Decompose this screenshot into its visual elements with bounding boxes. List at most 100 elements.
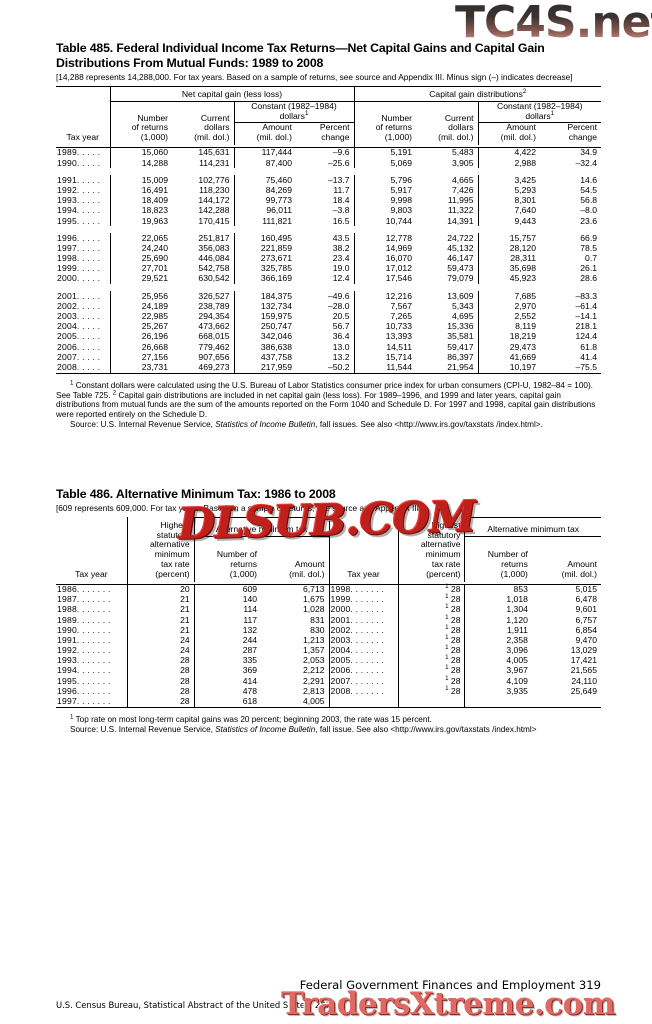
table-cell: 111,821 (233, 216, 296, 227)
table-486-group-header-left: Alternative minimum tax (193, 520, 330, 538)
table-cell: 118,230 (199, 184, 230, 195)
table-cell: 41.4 (580, 351, 597, 362)
table-cell: 66.9 (580, 232, 597, 243)
table-cell: 25,956 (109, 291, 172, 302)
table-485-col-header-7: Percent change (567, 122, 597, 143)
table-cell-returns: 3,096 (464, 645, 532, 656)
table-cell-amount: 1,357 (303, 645, 325, 656)
table-cell: 11,544 (353, 362, 416, 374)
table-row-year: 2005. . . . . . . (328, 655, 399, 667)
table-cell: 238,789 (198, 300, 230, 311)
table-cell-returns: 3,935 (464, 686, 532, 697)
table-row-year: 1994. . . . . (57, 205, 101, 216)
table-cell: 4,665 (451, 174, 474, 185)
table-cell: 10,733 (353, 321, 416, 332)
table-row: 2003. . . . . 22,985 294,354 159,975 20.5 7,2… (56, 311, 601, 322)
table-cell-rate: 28 (126, 676, 195, 687)
table-cell: 75,460 (233, 175, 296, 186)
table-cell: –49.6 (327, 290, 350, 301)
table-cell-amount: 13,029 (570, 645, 597, 656)
table-cell: 56.7 (332, 321, 350, 332)
table-row-year: 1991. . . . . (57, 174, 101, 185)
table-cell: 102,776 (198, 174, 230, 185)
table-cell: 16.5 (332, 215, 350, 226)
table-cell: 21,954 (447, 361, 474, 372)
table-row: 1991. . . . . 15,009 102,776 75,460 –13.7 5,7… (56, 174, 601, 186)
table-row: 2005. . . . . 26,196 668,015 342,046 36.4 13,… (56, 331, 601, 343)
table-cell: 29,473 (477, 342, 540, 353)
table-cell-amount: 6,478 (575, 594, 597, 605)
table-cell-amount: 9,601 (575, 604, 597, 615)
table-485-headnote: [14,288 represents 14,288,000. For tax y… (56, 72, 573, 83)
table-cell: 14,969 (353, 243, 416, 254)
table-row: 1996. . . . . . . 28 478 2,813 2008. . . . .… (56, 685, 601, 697)
table-cell-rate: 20 (126, 584, 195, 595)
table-cell-rate: 1 28 (397, 594, 465, 605)
table-cell-rate: 21 (126, 604, 195, 616)
table-cell: 16,070 (353, 253, 416, 264)
table-486-group-header-right: Alternative minimum tax (464, 520, 601, 538)
table-486-col-header-returns-right: Number of returns (1,000) (464, 536, 532, 582)
table-486: Tax year Highest statutory alternative m… (56, 516, 601, 711)
table-row: 1988. . . . . . . 21 114 1,028 2000. . . . .… (56, 604, 601, 616)
table-cell: 78.5 (580, 242, 597, 253)
table-cell: 14.6 (580, 174, 597, 185)
table-cell-rate: 1 28 (397, 584, 465, 595)
table-cell-rate: 24 (126, 645, 195, 656)
table-485-title: Table 485. Federal Individual Income Tax… (56, 41, 545, 71)
table-486-headnote: [609 represents 609,000. For tax years. … (56, 503, 422, 514)
table-cell-returns: 244 (193, 635, 262, 646)
table-row-year: 2004. . . . . (57, 321, 101, 332)
table-cell: 25,267 (109, 321, 172, 332)
table-row: 2001. . . . . 25,956 326,527 184,375 –49.6 12… (56, 290, 601, 302)
table-cell: 12.4 (332, 273, 350, 284)
table-row: 1986. . . . . . . 20 609 6,713 1998. . . . .… (56, 584, 601, 595)
table-row-year: 2002. . . . . . . (328, 625, 399, 636)
table-cell: 779,462 (198, 341, 230, 352)
table-row-year: 1989. . . . . . . (57, 614, 111, 625)
table-row: 1994. . . . . 18,823 142,288 96,011 –3.8 9,80… (56, 205, 601, 217)
table-cell-returns: 3,967 (464, 665, 532, 677)
table-row: 2000. . . . . 29,521 630,542 366,169 12.4 17,… (56, 273, 601, 285)
table-cell: 217,959 (233, 362, 296, 374)
table-row-year: 2000. . . . . (57, 273, 101, 284)
page-source-line: U.S. Census Bureau, Statistical Abstract… (56, 1000, 337, 1010)
table-row-year: 1998. . . . . (57, 253, 101, 264)
table-cell: 18,409 (109, 195, 172, 206)
table-row: 1993. . . . . . . 28 335 2,053 2005. . . . .… (56, 655, 601, 667)
table-row-year: 2000. . . . . . . (328, 604, 399, 616)
table-row-year: 2007. . . . . (57, 351, 101, 362)
table-cell-returns: 414 (193, 676, 262, 687)
table-cell-amount: 2,212 (303, 665, 325, 676)
table-cell: 250,747 (233, 321, 296, 332)
table-cell: –28.0 (327, 300, 350, 311)
table-486-stub-header-right: Tax year (328, 520, 399, 582)
table-cell: 15,336 (447, 321, 474, 332)
table-row: 2007. . . . . 27,156 907,656 437,758 13.2 15,… (56, 351, 601, 363)
table-cell: 0.7 (585, 253, 597, 264)
table-row-year: 1992. . . . . . . (57, 645, 111, 656)
table-cell: –50.2 (327, 361, 350, 372)
table-cell-returns: 609 (193, 584, 262, 595)
table-cell: 9,998 (353, 195, 416, 206)
table-cell: 22,065 (109, 233, 172, 244)
table-cell: 251,817 (198, 232, 230, 243)
table-cell-returns: 853 (464, 584, 532, 595)
table-row-year: 1986. . . . . . . (57, 583, 111, 594)
table-row: 1995. . . . . . . 28 414 2,291 2007. . . . .… (56, 675, 601, 687)
table-cell-returns: 2,358 (464, 635, 532, 646)
table-row-year: 1996. . . . . (57, 232, 101, 243)
table-cell: –25.6 (327, 157, 350, 168)
table-cell: 326,527 (198, 290, 230, 301)
table-cell-returns: 478 (193, 686, 262, 697)
table-cell-returns (464, 696, 532, 708)
table-cell: 630,542 (198, 273, 230, 284)
table-cell: 2,988 (477, 158, 540, 169)
table-cell: 84,269 (233, 185, 296, 196)
table-485-col-header-4: Number of returns (1,000) (353, 101, 416, 145)
table-cell: 35,581 (447, 331, 474, 342)
table-cell-returns: 1,120 (464, 615, 532, 626)
table-row: 2002. . . . . 24,189 238,789 132,734 –28.0 7,… (56, 300, 601, 312)
table-cell: 16,491 (109, 185, 172, 196)
table-485-block: Table 485. Federal Individual Income Tax… (56, 41, 601, 430)
